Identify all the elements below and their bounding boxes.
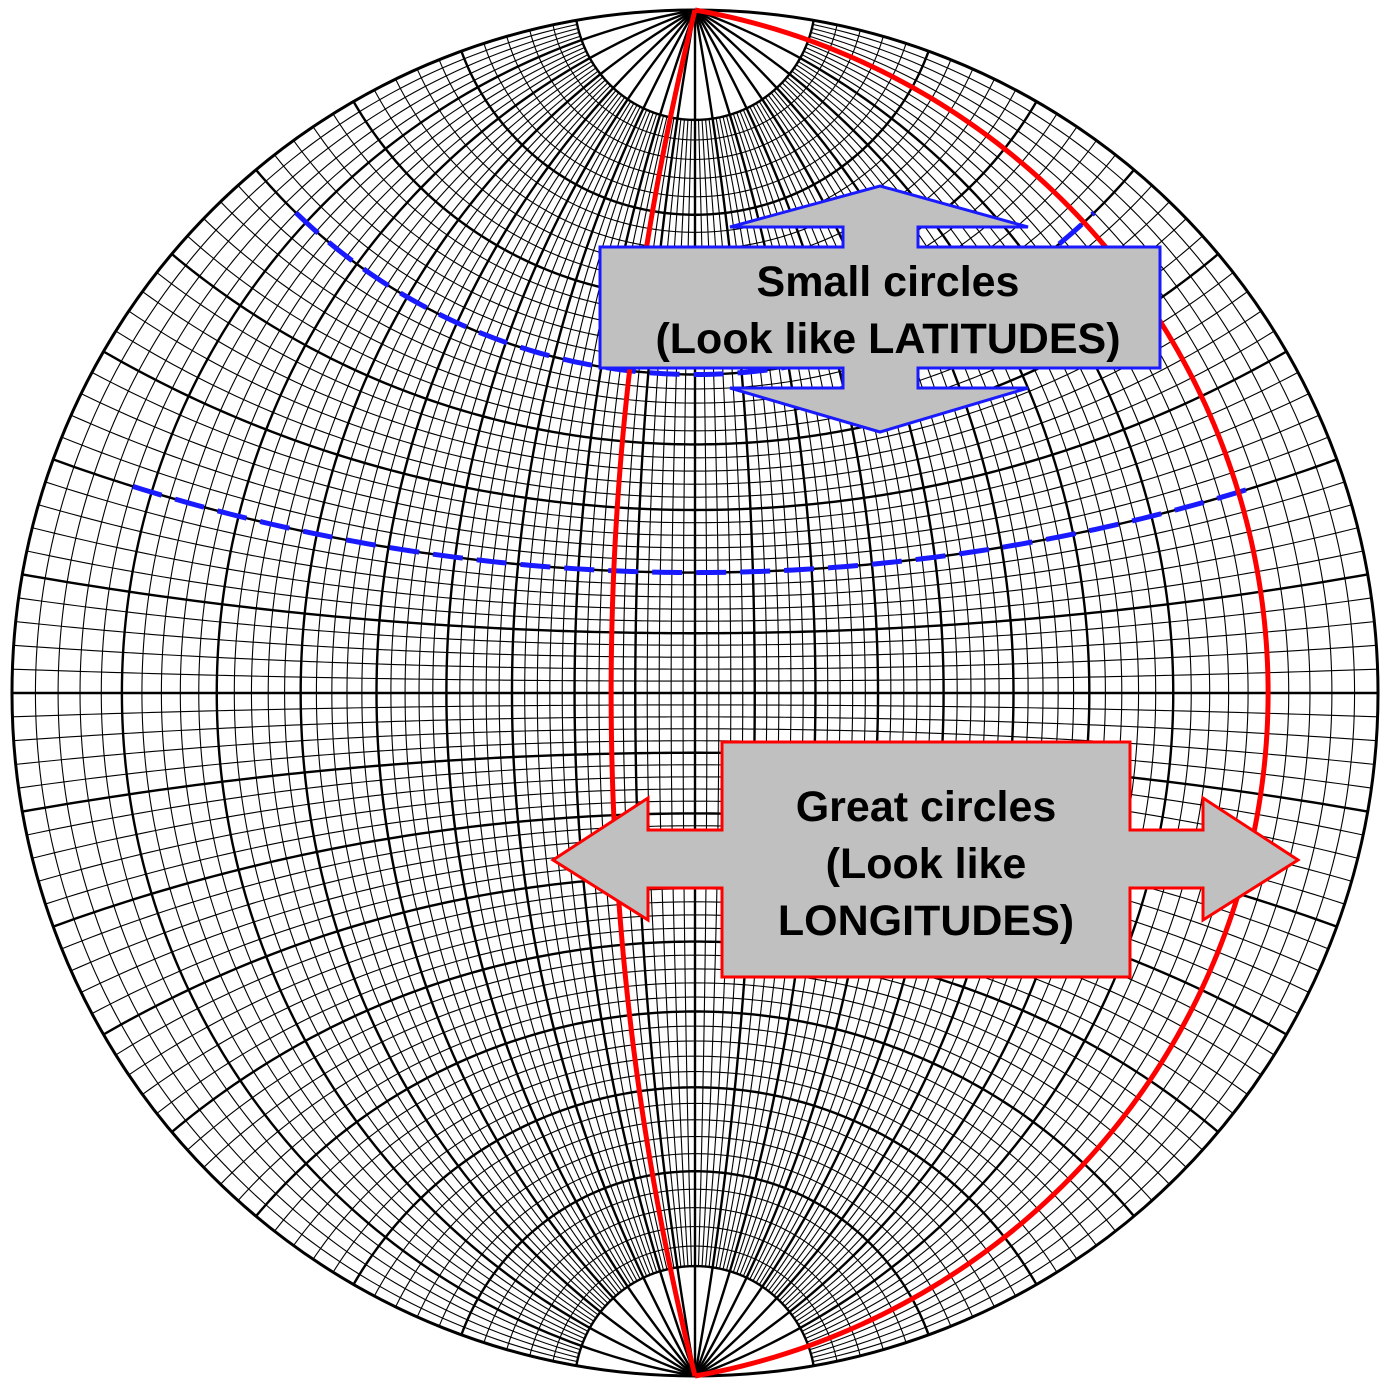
small-circle-grid-line [575,1264,815,1366]
small-circle-grid-line [575,20,815,122]
small-circle-grid-line [102,350,1288,512]
great-circles-label-line3: LONGITUDES) [778,897,1074,945]
small-circle-grid-line [460,50,930,216]
small-circles-double-arrow [598,184,1162,434]
small-circles-label-line2: (Look like LATITUDES) [655,315,1120,363]
small-circle-grid-line [22,573,1368,635]
small-circle-grid-line [171,253,1219,446]
great-circles-label-line2: (Look like [826,840,1027,888]
small-circle-grid-line [352,1086,1038,1286]
small-circle-grid-line [171,940,1219,1133]
small-circle-grid-line [255,1010,1135,1217]
great-circles-label-line1: Great circles [796,783,1057,831]
small-circles-label-line1: Small circles [757,258,1020,306]
great-circle-right [694,7,1271,1379]
small-circle-lower [132,484,1258,576]
small-circles-callout: Small circles (Look like LATITUDES) [598,184,1162,434]
major-grid [12,8,1378,1378]
small-circle-grid-line [460,1170,930,1336]
great-circles-double-arrow [550,740,1301,979]
great-circles-callout: Great circles (Look like LONGITUDES) [550,740,1301,979]
